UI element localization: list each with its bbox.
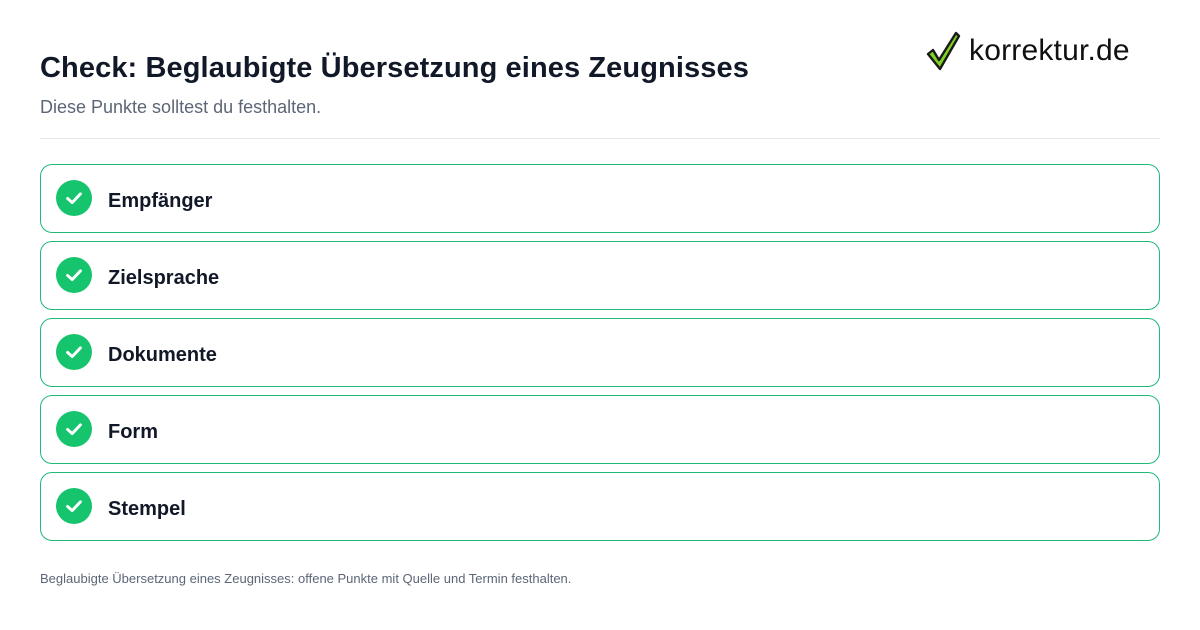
check-circle-icon bbox=[56, 257, 92, 293]
check-circle-icon bbox=[56, 180, 92, 216]
logo-text: korrektur.de bbox=[969, 34, 1130, 67]
page-subtitle: Diese Punkte solltest du festhalten. bbox=[40, 97, 322, 117]
checklist-item-label: Stempel bbox=[108, 498, 186, 520]
checklist-item-label: Zielsprache bbox=[108, 267, 220, 289]
checklist-item-label: Empfänger bbox=[108, 190, 213, 212]
checklist-item-empfaenger: Empfänger bbox=[40, 164, 1160, 233]
header: Check: Beglaubigte Übersetzung eines Zeu… bbox=[40, 50, 860, 118]
logo: korrektur.de bbox=[925, 30, 1130, 72]
checklist-item-label: Form bbox=[108, 421, 158, 443]
divider bbox=[40, 138, 1160, 139]
checklist-item-zielsprache: Zielsprache bbox=[40, 241, 1160, 310]
checklist-item-label: Dokumente bbox=[108, 344, 217, 366]
check-circle-icon bbox=[56, 411, 92, 447]
check-circle-icon bbox=[56, 488, 92, 524]
checklist-item-stempel: Stempel bbox=[40, 472, 1160, 541]
checklist: Empfänger Zielsprache Dokumente Form Ste… bbox=[40, 164, 1160, 549]
check-circle-icon bbox=[56, 334, 92, 370]
checklist-item-dokumente: Dokumente bbox=[40, 318, 1160, 387]
checklist-item-form: Form bbox=[40, 395, 1160, 464]
checkmark-icon bbox=[926, 31, 961, 71]
footer-note: Beglaubigte Übersetzung eines Zeugnisses… bbox=[40, 571, 572, 586]
page-title: Check: Beglaubigte Übersetzung eines Zeu… bbox=[40, 52, 749, 84]
